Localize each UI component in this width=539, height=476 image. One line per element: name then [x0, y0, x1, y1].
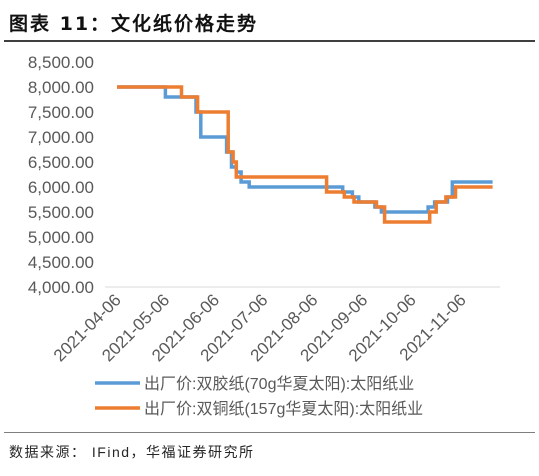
y-tick-label: 7,500.00 — [28, 103, 94, 122]
y-tick-label: 5,000.00 — [28, 228, 94, 247]
figure-caption: 图表 11：文化纸价格走势 — [9, 13, 259, 35]
y-tick-label: 8,000.00 — [28, 78, 94, 97]
series-lines — [117, 85, 493, 224]
y-tick-label: 8,500.00 — [28, 53, 94, 72]
series-line-1 — [117, 85, 493, 214]
legend-item-2: 出厂价:双铜纸(157g华夏太阳):太阳纸业 — [95, 400, 423, 418]
y-tick-label: 5,500.00 — [28, 203, 94, 222]
y-axis-tick-labels: 8,500.00 8,000.00 7,500.00 7,000.00 6,500.00… — [28, 53, 94, 297]
legend: 出厂价:双胶纸(70g华夏太阳):太阳纸业出厂价:双铜纸(157g华夏太阳):太… — [95, 375, 423, 418]
y-tick-label: 6,500.00 — [28, 153, 94, 172]
legend-label-1: 出厂价:双胶纸(70g华夏太阳):太阳纸业 — [144, 375, 414, 393]
y-tick-label: 7,000.00 — [28, 128, 94, 147]
x-axis-tick-labels: 2021-04-062021-05-062021-06-062021-07-06… — [50, 290, 470, 365]
caption-divider — [4, 40, 535, 42]
data-source-note: 数据来源： IFind，华福证券研究所 — [9, 444, 255, 460]
y-tick-label: 4,000.00 — [28, 278, 94, 297]
series-line-2 — [117, 85, 493, 224]
y-tick-label: 6,000.00 — [28, 178, 94, 197]
line-chart: 8,500.00 8,000.00 7,500.00 7,000.00 6,500.00… — [28, 53, 500, 418]
legend-item-1: 出厂价:双胶纸(70g华夏太阳):太阳纸业 — [95, 375, 414, 393]
source-divider — [4, 432, 535, 433]
legend-label-2: 出厂价:双铜纸(157g华夏太阳):太阳纸业 — [144, 400, 423, 418]
y-tick-label: 4,500.00 — [28, 253, 94, 272]
